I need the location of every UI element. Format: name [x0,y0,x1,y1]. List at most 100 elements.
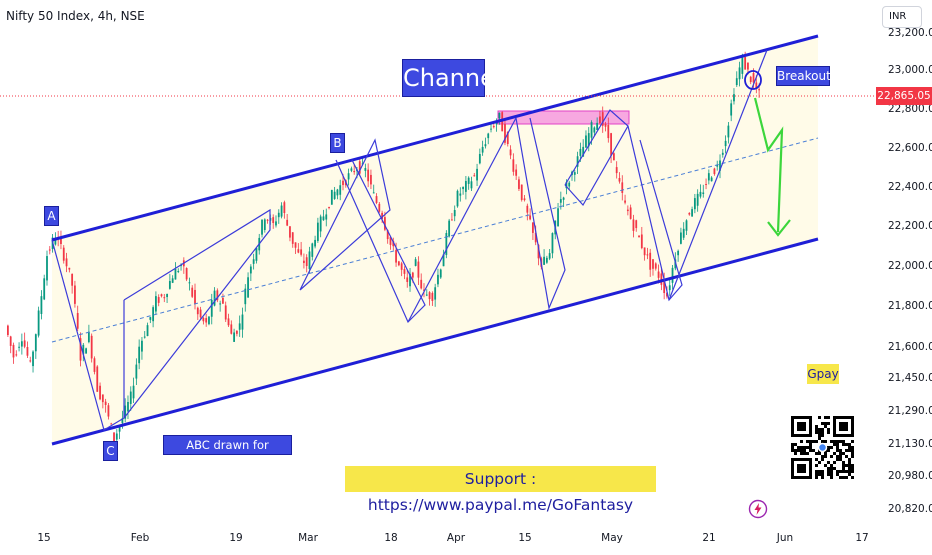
candle-body [411,272,414,278]
y-tick-label: 23,200.00 [888,27,932,39]
candle-body [135,364,138,379]
qr-finder [797,464,806,473]
y-tick-label: 22,800.00 [888,103,932,115]
candle-body [557,208,559,227]
candle-body [467,177,470,184]
candle-body [397,261,400,266]
qr-module [851,452,854,455]
candle-body [202,317,205,322]
qr-module [806,440,809,443]
qr-module [821,434,824,437]
candle-body [431,292,434,301]
candle-body [216,290,219,301]
candle-body [384,217,386,230]
candle-body [82,344,85,355]
y-tick-label: 21,290.00 [888,405,932,417]
qr-module [845,455,848,458]
candle-body [297,249,300,253]
qr-module [803,446,806,449]
candle-body [9,336,12,346]
candle-body [174,268,177,280]
qr-module [827,422,830,425]
x-tick-label: 19 [229,532,242,544]
qr-module [830,464,833,467]
candle-body [437,274,439,285]
candle-body [738,67,741,80]
x-tick-label: 15 [518,532,531,544]
candle-body [515,169,518,176]
candle-body [573,172,576,175]
candle-body [671,267,674,283]
candle-body [744,57,747,70]
candle-series [7,51,761,448]
candle-body [280,205,283,217]
candle-body [222,297,224,304]
lightning-icon[interactable] [748,499,768,519]
qr-module [824,455,827,458]
candle-body [551,233,554,254]
candle-body [76,313,79,329]
candle-body [721,152,724,155]
channel-midline [51,137,819,343]
candle-body [314,239,316,247]
qr-module [845,443,848,446]
x-tick-label: Feb [131,532,150,544]
candle-body [752,73,755,83]
candle-body [283,202,286,213]
qr-module [830,440,833,443]
leg-down-3 [627,125,683,302]
candle-body [367,169,370,182]
candle-body [26,347,29,356]
candle-body [389,237,392,245]
qr-module [791,449,794,452]
qr-module [827,428,830,431]
qr-module [836,455,839,458]
channel-label: Channel [402,59,502,97]
qr-module [824,422,827,425]
candle-body [464,180,467,192]
candle-body [688,212,691,215]
candle-body [149,317,152,320]
qr-module [836,458,839,461]
qr-module [827,461,830,464]
qr-module [833,461,836,464]
qr-module [809,446,812,449]
y-tick-label: 22,600.00 [888,142,932,154]
candle-body [442,254,445,267]
qr-module [851,446,854,449]
candle-body [74,285,76,304]
candle-body [520,184,523,200]
support-banner[interactable]: Support : https://www.paypal.me/GoFantas… [345,466,656,514]
qr-module [830,467,833,470]
qr-module [803,449,806,452]
candle-body [328,206,330,209]
candle-body [663,278,666,294]
candle-body [562,197,565,200]
candle-body [364,168,367,171]
candle-body [333,191,336,199]
candle-body [579,148,582,156]
leg-up-2 [668,49,768,301]
candle-body [196,307,199,315]
currency-button[interactable]: INR [882,6,922,28]
candle-body [65,258,68,267]
qr-module [839,449,842,452]
candle-body [208,316,210,325]
candle-body [691,209,693,217]
candle-body [492,126,495,128]
candle-body [160,294,163,297]
candle-body [576,156,579,167]
candle-body [707,173,710,181]
candle-body [224,305,227,320]
candle-body [291,232,294,244]
qr-module [824,425,827,428]
candle-body [590,122,593,138]
candle-body [749,76,752,83]
candle-body [459,193,462,196]
candle-body [381,212,384,220]
candle-body [191,287,194,297]
candle-body [272,217,275,223]
candle-body [400,263,403,270]
